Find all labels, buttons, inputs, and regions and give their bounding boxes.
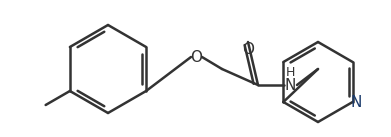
Text: N: N xyxy=(284,78,296,92)
Text: N: N xyxy=(351,95,362,109)
Text: O: O xyxy=(190,49,202,65)
Text: H: H xyxy=(285,66,295,79)
Text: O: O xyxy=(242,42,254,58)
